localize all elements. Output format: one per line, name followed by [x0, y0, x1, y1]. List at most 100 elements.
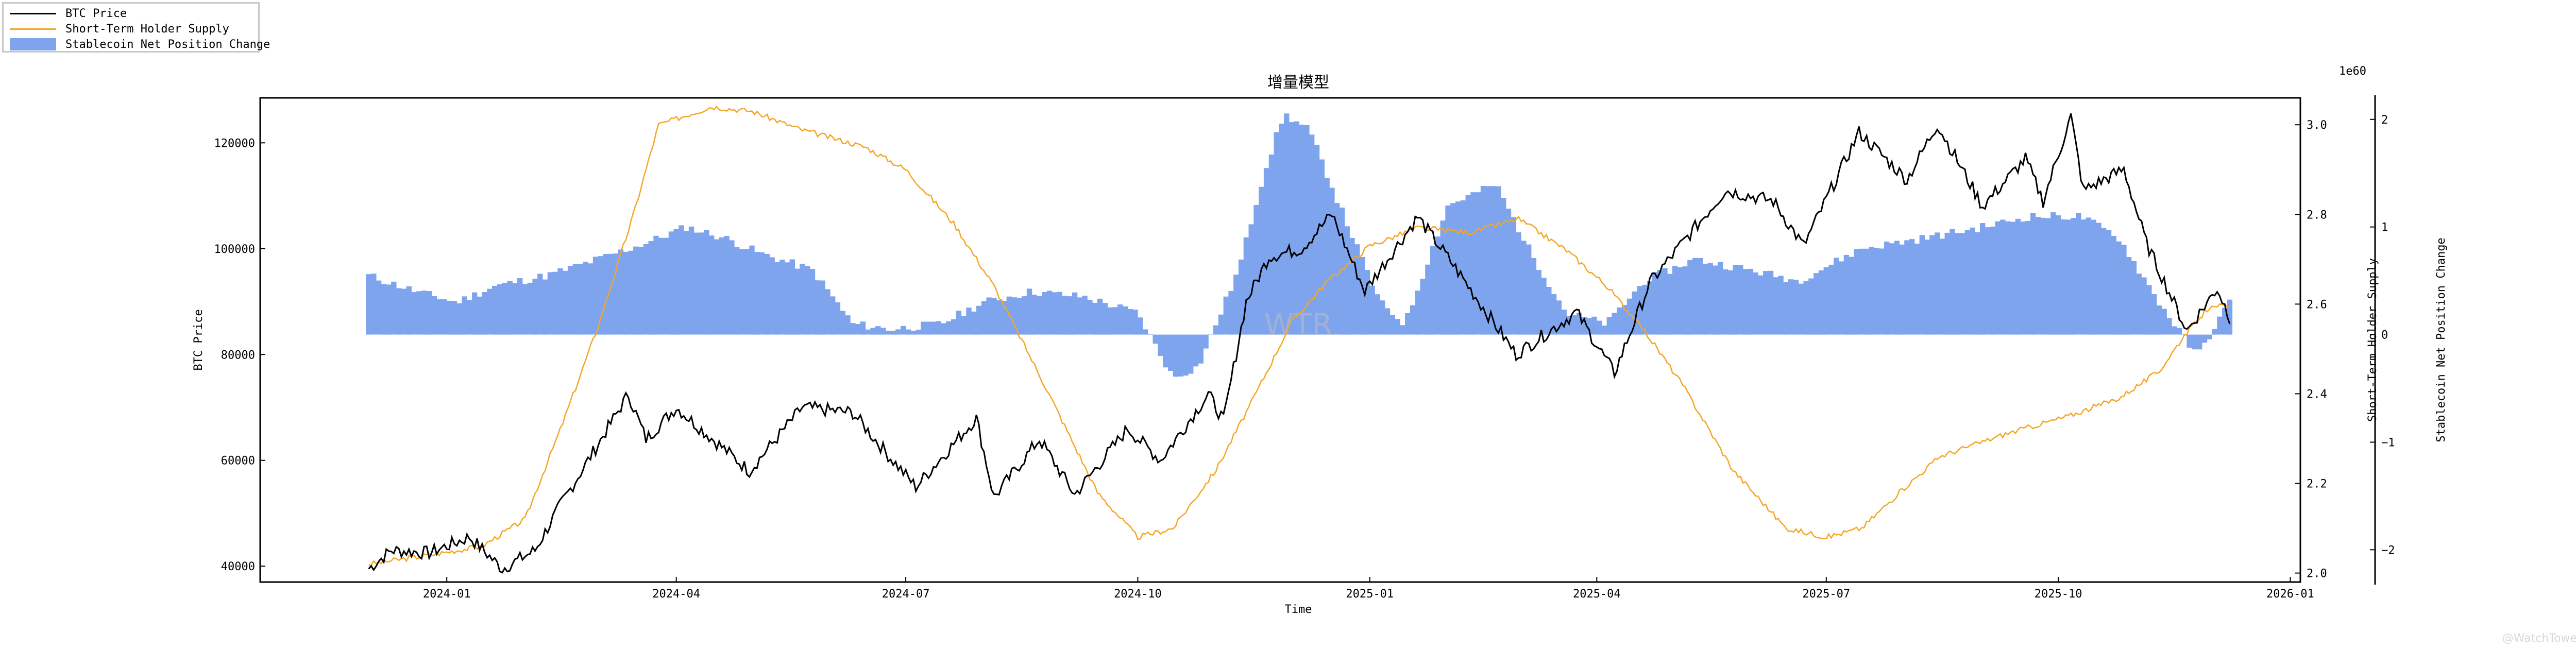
stablecoin-bar: [1652, 272, 1658, 335]
stablecoin-bar: [875, 326, 881, 335]
stablecoin-bar: [2161, 309, 2167, 335]
legend-label: Short-Term Holder Supply: [65, 22, 229, 36]
y2-axis-ticks: 2.0 2.2 2.4 2.6 2.8 3.0: [2295, 119, 2327, 580]
stablecoin-bar: [1738, 265, 1743, 335]
stablecoin-bar: [2176, 328, 2182, 335]
stablecoin-bar: [684, 231, 689, 335]
stablecoin-bar: [2050, 212, 2056, 335]
stablecoin-bar: [2010, 221, 2016, 335]
stablecoin-bar: [1339, 208, 1345, 335]
stablecoin-bar: [1349, 237, 1355, 335]
stablecoin-bar: [704, 230, 709, 335]
btc-price-line: [368, 113, 2231, 574]
stablecoin-bar: [774, 262, 780, 335]
stablecoin-bar: [693, 232, 699, 335]
stablecoin-bar: [1011, 297, 1017, 335]
stablecoin-bar: [991, 298, 997, 335]
stablecoin-bar: [1818, 270, 1824, 335]
stablecoin-bar: [976, 305, 982, 335]
stablecoin-bar: [805, 266, 810, 335]
stablecoin-bar: [1369, 285, 1375, 335]
stablecoin-bar: [2151, 294, 2157, 335]
stablecoin-bar: [1677, 267, 1683, 335]
stablecoin-bar: [1465, 195, 1471, 335]
stablecoin-bar: [1687, 260, 1693, 335]
y3-tick-label: −1: [2381, 436, 2395, 449]
stablecoin-bar: [2025, 220, 2031, 335]
plot-frame: [259, 97, 2301, 583]
stablecoin-bar: [2187, 334, 2192, 348]
x-tick-label: 2024-07: [882, 588, 930, 601]
stablecoin-bar: [633, 246, 639, 335]
legend-item-btc-price: BTC Price: [10, 6, 127, 21]
stablecoin-bar: [1546, 287, 1552, 335]
stablecoin-bar: [497, 284, 503, 335]
stablecoin-bar: [451, 301, 457, 335]
stablecoin-bar: [2141, 277, 2147, 335]
x-tick-label: 2025-07: [1802, 588, 1850, 601]
stablecoin-bar: [2015, 218, 2021, 335]
x-tick-label: 2025-01: [1346, 588, 1394, 601]
stablecoin-bar: [1823, 267, 1829, 335]
stablecoin-bar: [1899, 244, 1905, 335]
stablecoin-bar: [588, 263, 594, 335]
stablecoin-bar: [2222, 308, 2228, 335]
y-tick-label: 60000: [221, 455, 255, 468]
stablecoin-bar: [1042, 292, 1047, 335]
stablecoin-bar: [421, 291, 427, 335]
stablecoin-bar: [2096, 223, 2102, 335]
stablecoin-bar: [1884, 242, 1890, 335]
stablecoin-bar: [926, 321, 931, 335]
stablecoin-bar: [2000, 219, 2006, 335]
stablecoin-bar: [648, 241, 654, 335]
y3-tick-label: 1: [2381, 221, 2388, 234]
stablecoin-bar: [1814, 273, 1819, 335]
y-tick-label: 100000: [214, 243, 255, 256]
stablecoin-bar: [2172, 326, 2177, 335]
y3-axis-ticks: −2 −1 0 1 2: [2370, 114, 2395, 557]
stablecoin-bar: [1622, 305, 1628, 335]
y2-tick-label: 2.0: [2307, 568, 2327, 580]
legend-label: BTC Price: [65, 7, 127, 20]
stablecoin-bar: [1702, 264, 1708, 335]
chart-title: 增量模型: [1267, 74, 1329, 92]
stablecoin-bar: [1909, 239, 1915, 335]
stablecoin-bar: [1031, 295, 1037, 335]
stablecoin-bar: [996, 300, 1002, 335]
stablecoin-bar: [643, 244, 649, 335]
stablecoin-bar: [825, 289, 831, 335]
stablecoin-bar: [1879, 248, 1885, 335]
stablecoin-bar: [1405, 313, 1411, 335]
stablecoin-bar: [2101, 228, 2107, 335]
stablecoin-bar: [406, 286, 412, 335]
stablecoin-bar: [734, 247, 740, 335]
stablecoin-bar: [2086, 217, 2091, 335]
stablecoin-bar: [542, 279, 548, 335]
stablecoin-bar: [1380, 300, 1385, 335]
stablecoin-bar: [411, 292, 417, 335]
stablecoin-bar: [456, 303, 462, 335]
stablecoin-bar: [845, 315, 851, 335]
stablecoin-bar: [1046, 291, 1053, 335]
stablecoin-bar: [1843, 254, 1850, 335]
stablecoin-bar: [1158, 334, 1163, 356]
stablecoin-bar: [966, 308, 972, 335]
stablecoin-bar: [381, 284, 387, 335]
stablecoin-bar: [1435, 236, 1441, 335]
stablecoin-bar: [1697, 258, 1703, 335]
stablecoin-bar: [1198, 334, 1204, 364]
y3-tick-label: 2: [2381, 114, 2388, 127]
stablecoin-bar: [759, 252, 765, 335]
stablecoin-bar: [679, 225, 684, 335]
stablecoin-bar: [699, 232, 704, 335]
stablecoin-bar: [668, 231, 674, 335]
stablecoin-bar: [1077, 297, 1083, 335]
stablecoin-bar: [2065, 219, 2071, 335]
stablecoin-bar: [1834, 258, 1839, 335]
stablecoin-bar: [709, 235, 715, 335]
stablecoin-bar: [512, 283, 518, 335]
stablecoin-bar: [1480, 185, 1486, 335]
stablecoin-bar: [840, 311, 845, 335]
stablecoin-bar: [1753, 272, 1758, 335]
stablecoin-bar: [1571, 315, 1577, 335]
